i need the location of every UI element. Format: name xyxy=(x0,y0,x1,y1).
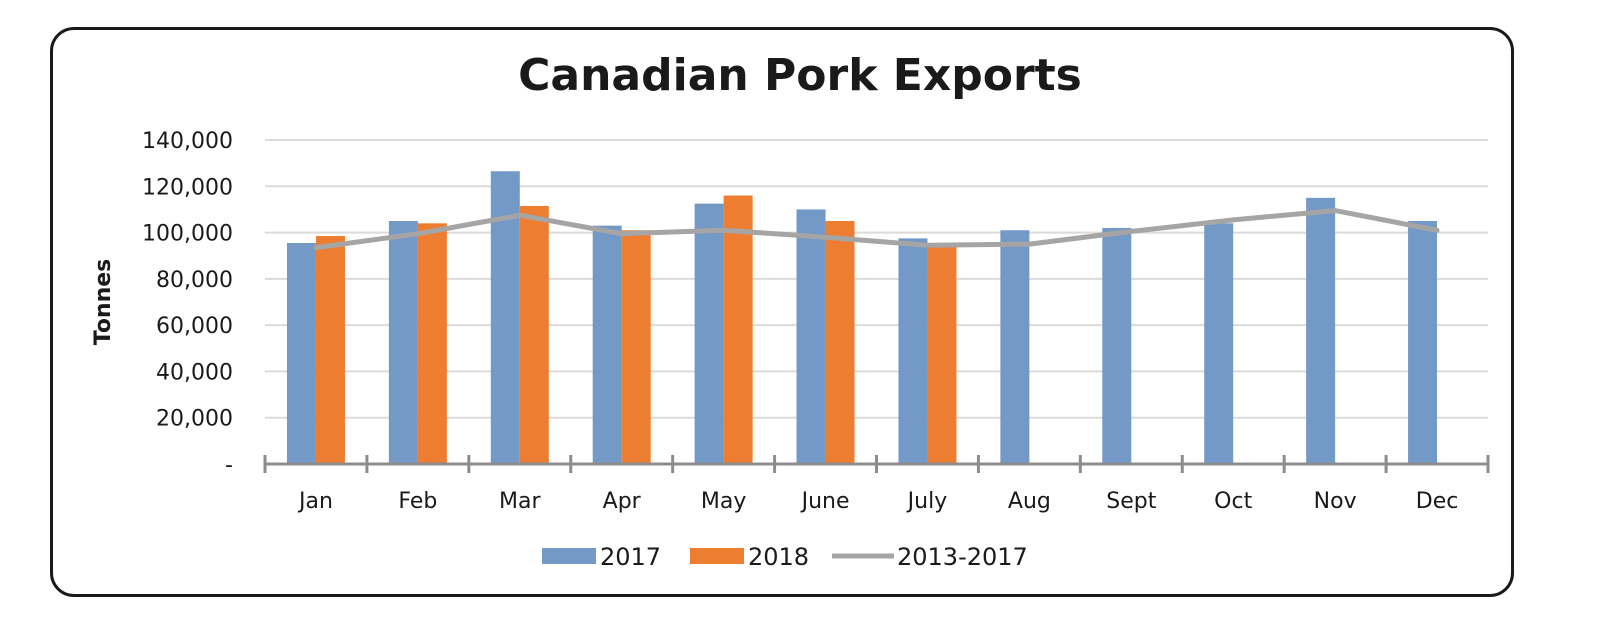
y-tick-label: 40,000 xyxy=(156,360,233,385)
y-tick-label: 80,000 xyxy=(156,268,233,293)
bar-2017-aug xyxy=(1000,230,1030,464)
x-tick-label: Sept xyxy=(1106,489,1156,514)
x-tick-label: Feb xyxy=(398,489,437,514)
bar-2017-oct xyxy=(1204,223,1234,464)
bar-2017-jan xyxy=(286,242,316,464)
y-axis-label: Tonnes xyxy=(91,259,116,346)
chart-title: Canadian Pork Exports xyxy=(518,50,1082,101)
x-tick-label: July xyxy=(906,489,948,514)
legend-label-2013-2017: 2013-2017 xyxy=(897,543,1028,571)
legend-swatch-2018 xyxy=(690,548,744,564)
legend-label-2018: 2018 xyxy=(748,543,809,571)
legend: 2017 2018 2013-2017 xyxy=(542,543,1028,571)
y-axis-ticks: - 20,000 40,000 60,000 80,000 100,000 120,000 1… xyxy=(142,129,233,478)
bar-2017-feb xyxy=(388,221,418,464)
bar-2018-jan xyxy=(315,236,345,464)
y-tick-label: 20,000 xyxy=(156,407,233,432)
bars-layer xyxy=(286,171,1438,465)
bar-2018-may xyxy=(723,195,753,465)
line-layer xyxy=(313,208,1440,251)
line-series-2013-2017 xyxy=(313,208,1440,251)
y-tick-label: 100,000 xyxy=(142,222,233,247)
bar-2017-apr xyxy=(592,225,622,464)
x-tick-label: Aug xyxy=(1008,489,1051,514)
bar-2017-june xyxy=(796,209,826,464)
legend-swatch-2017 xyxy=(542,548,596,564)
bar-2018-june xyxy=(825,221,855,464)
x-tick-label: Dec xyxy=(1416,489,1459,514)
legend-label-2017: 2017 xyxy=(600,543,661,571)
gridlines xyxy=(265,139,1488,419)
bar-2017-may xyxy=(694,203,724,464)
bar-2017-july xyxy=(898,238,928,464)
x-axis-ticks: Jan Feb Mar Apr May June July Aug Sept Oct Nov Dec xyxy=(297,489,1458,514)
x-tick-label: Mar xyxy=(499,489,541,514)
x-tick-label: June xyxy=(800,489,850,514)
y-tick-label: 120,000 xyxy=(142,175,233,200)
bar-2017-sept xyxy=(1102,227,1132,464)
bar-2018-mar xyxy=(519,205,549,464)
y-tick-label: 140,000 xyxy=(142,129,233,154)
x-axis xyxy=(263,455,1490,473)
bar-2018-july xyxy=(927,244,957,464)
bar-2017-dec xyxy=(1408,221,1438,464)
bar-2018-feb xyxy=(417,223,447,464)
bar-2018-apr xyxy=(621,230,651,464)
x-tick-label: Oct xyxy=(1214,489,1252,514)
y-tick-label: 60,000 xyxy=(156,314,233,339)
x-tick-label: Apr xyxy=(603,489,642,514)
y-tick-label: - xyxy=(225,453,233,478)
x-tick-label: Jan xyxy=(297,489,333,514)
x-tick-label: Nov xyxy=(1314,489,1357,514)
x-tick-label: May xyxy=(701,489,746,514)
bar-2017-nov xyxy=(1306,197,1336,464)
